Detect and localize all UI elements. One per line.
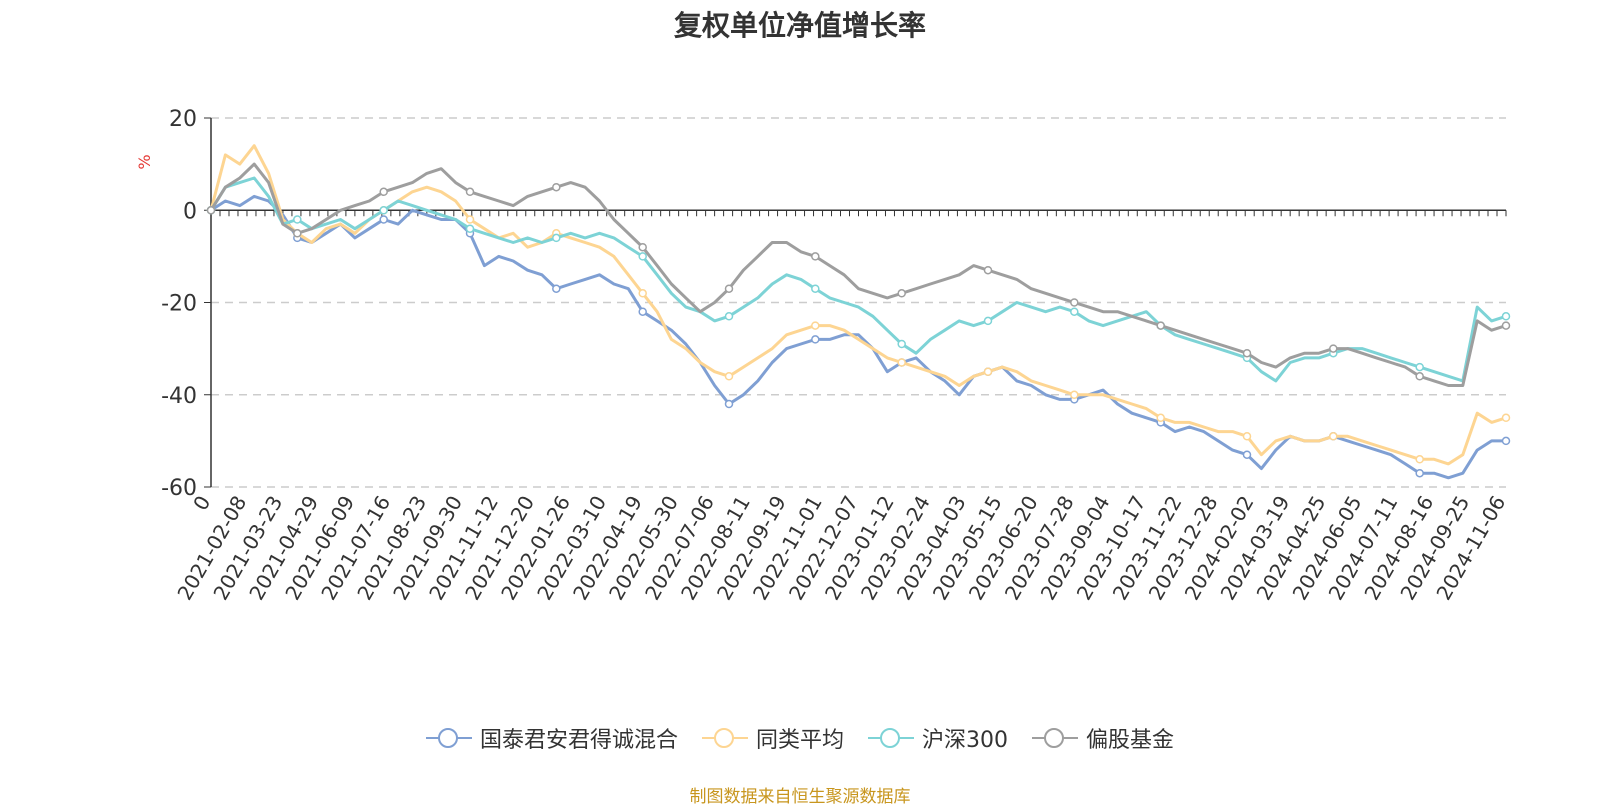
data-point (465, 224, 475, 233)
data-point (1242, 348, 1252, 358)
data-point (811, 284, 820, 293)
series-line (209, 144, 1507, 466)
data-point (1501, 312, 1511, 321)
data-point (638, 252, 647, 261)
data-point (1501, 413, 1511, 423)
data-point (465, 187, 475, 197)
legend: 国泰君安君得诚混合 同类平均 沪深300 偏股基金 (0, 722, 1600, 754)
data-point (724, 399, 734, 409)
y-tick-label: -40 (161, 384, 197, 409)
chart-title: 复权单位净值增长率 (673, 9, 926, 42)
data-point (811, 252, 820, 261)
data-point (552, 182, 561, 192)
series-layer (206, 144, 1511, 480)
legend-label: 沪深300 (922, 728, 1008, 753)
legend-item-csi300[interactable]: 沪深300 (868, 722, 1008, 754)
legend-marker-icon (425, 728, 472, 748)
data-point (1501, 321, 1511, 330)
data-point (1156, 321, 1165, 330)
data-point (638, 289, 647, 298)
data-point (1156, 413, 1165, 423)
legend-label: 同类平均 (755, 728, 844, 753)
axes: 200-20-40-6002021-02-082021-03-232021-04… (161, 107, 1510, 604)
data-point (379, 215, 388, 224)
data-point (552, 233, 561, 243)
legend-label: 偏股基金 (1086, 728, 1175, 753)
series-1 (206, 144, 1511, 466)
data-point (1070, 390, 1079, 400)
legend-item-peer-average[interactable]: 同类平均 (701, 722, 844, 754)
data-point (1415, 468, 1424, 478)
data-point (811, 321, 820, 330)
data-point (638, 242, 647, 252)
data-point (1415, 362, 1424, 372)
series-line (210, 194, 1506, 480)
data-point (897, 358, 906, 367)
data-point (465, 215, 475, 224)
y-tick-label: -20 (161, 292, 197, 317)
data-point (1329, 432, 1338, 441)
data-point (897, 339, 906, 349)
data-point (983, 367, 993, 376)
series-line (209, 162, 1507, 387)
data-point (724, 372, 734, 381)
legend-item-fund[interactable]: 国泰君安君得诚混合 (425, 722, 678, 754)
data-point (379, 187, 388, 197)
data-point (1070, 307, 1079, 316)
data-point (379, 206, 388, 215)
data-point (293, 229, 302, 238)
gridlines (211, 117, 1506, 488)
data-point (1415, 455, 1424, 464)
x-tick-label: 0 (188, 492, 215, 515)
data-point (1501, 436, 1511, 446)
legend-marker-icon (868, 728, 914, 748)
series-0 (206, 194, 1511, 480)
y-tick-label: 20 (169, 107, 197, 132)
series-2 (206, 176, 1511, 383)
data-point (897, 289, 906, 298)
series-line (209, 176, 1507, 383)
data-point (293, 215, 302, 224)
legend-marker-icon (701, 728, 748, 748)
data-point (724, 284, 734, 293)
data-point (1070, 298, 1079, 307)
data-point (206, 206, 216, 215)
y-axis-label: % (135, 154, 154, 169)
data-point (983, 265, 993, 275)
data-point (811, 335, 820, 344)
y-tick-label: -60 (161, 476, 197, 501)
data-source-note: 制图数据来自恒生聚源数据库 (689, 787, 911, 807)
data-point (638, 307, 647, 316)
series-3 (206, 162, 1511, 387)
data-point (724, 312, 734, 321)
y-tick-label: 0 (183, 199, 197, 224)
data-point (1242, 450, 1252, 459)
data-point (1329, 344, 1338, 353)
legend-item-equity-funds[interactable]: 偏股基金 (1032, 722, 1174, 754)
legend-marker-icon (1032, 728, 1078, 748)
legend-label: 国泰君安君得诚混合 (479, 728, 678, 753)
data-point (552, 284, 561, 293)
data-point (1415, 372, 1424, 381)
data-point (983, 316, 993, 326)
data-point (1242, 432, 1252, 441)
